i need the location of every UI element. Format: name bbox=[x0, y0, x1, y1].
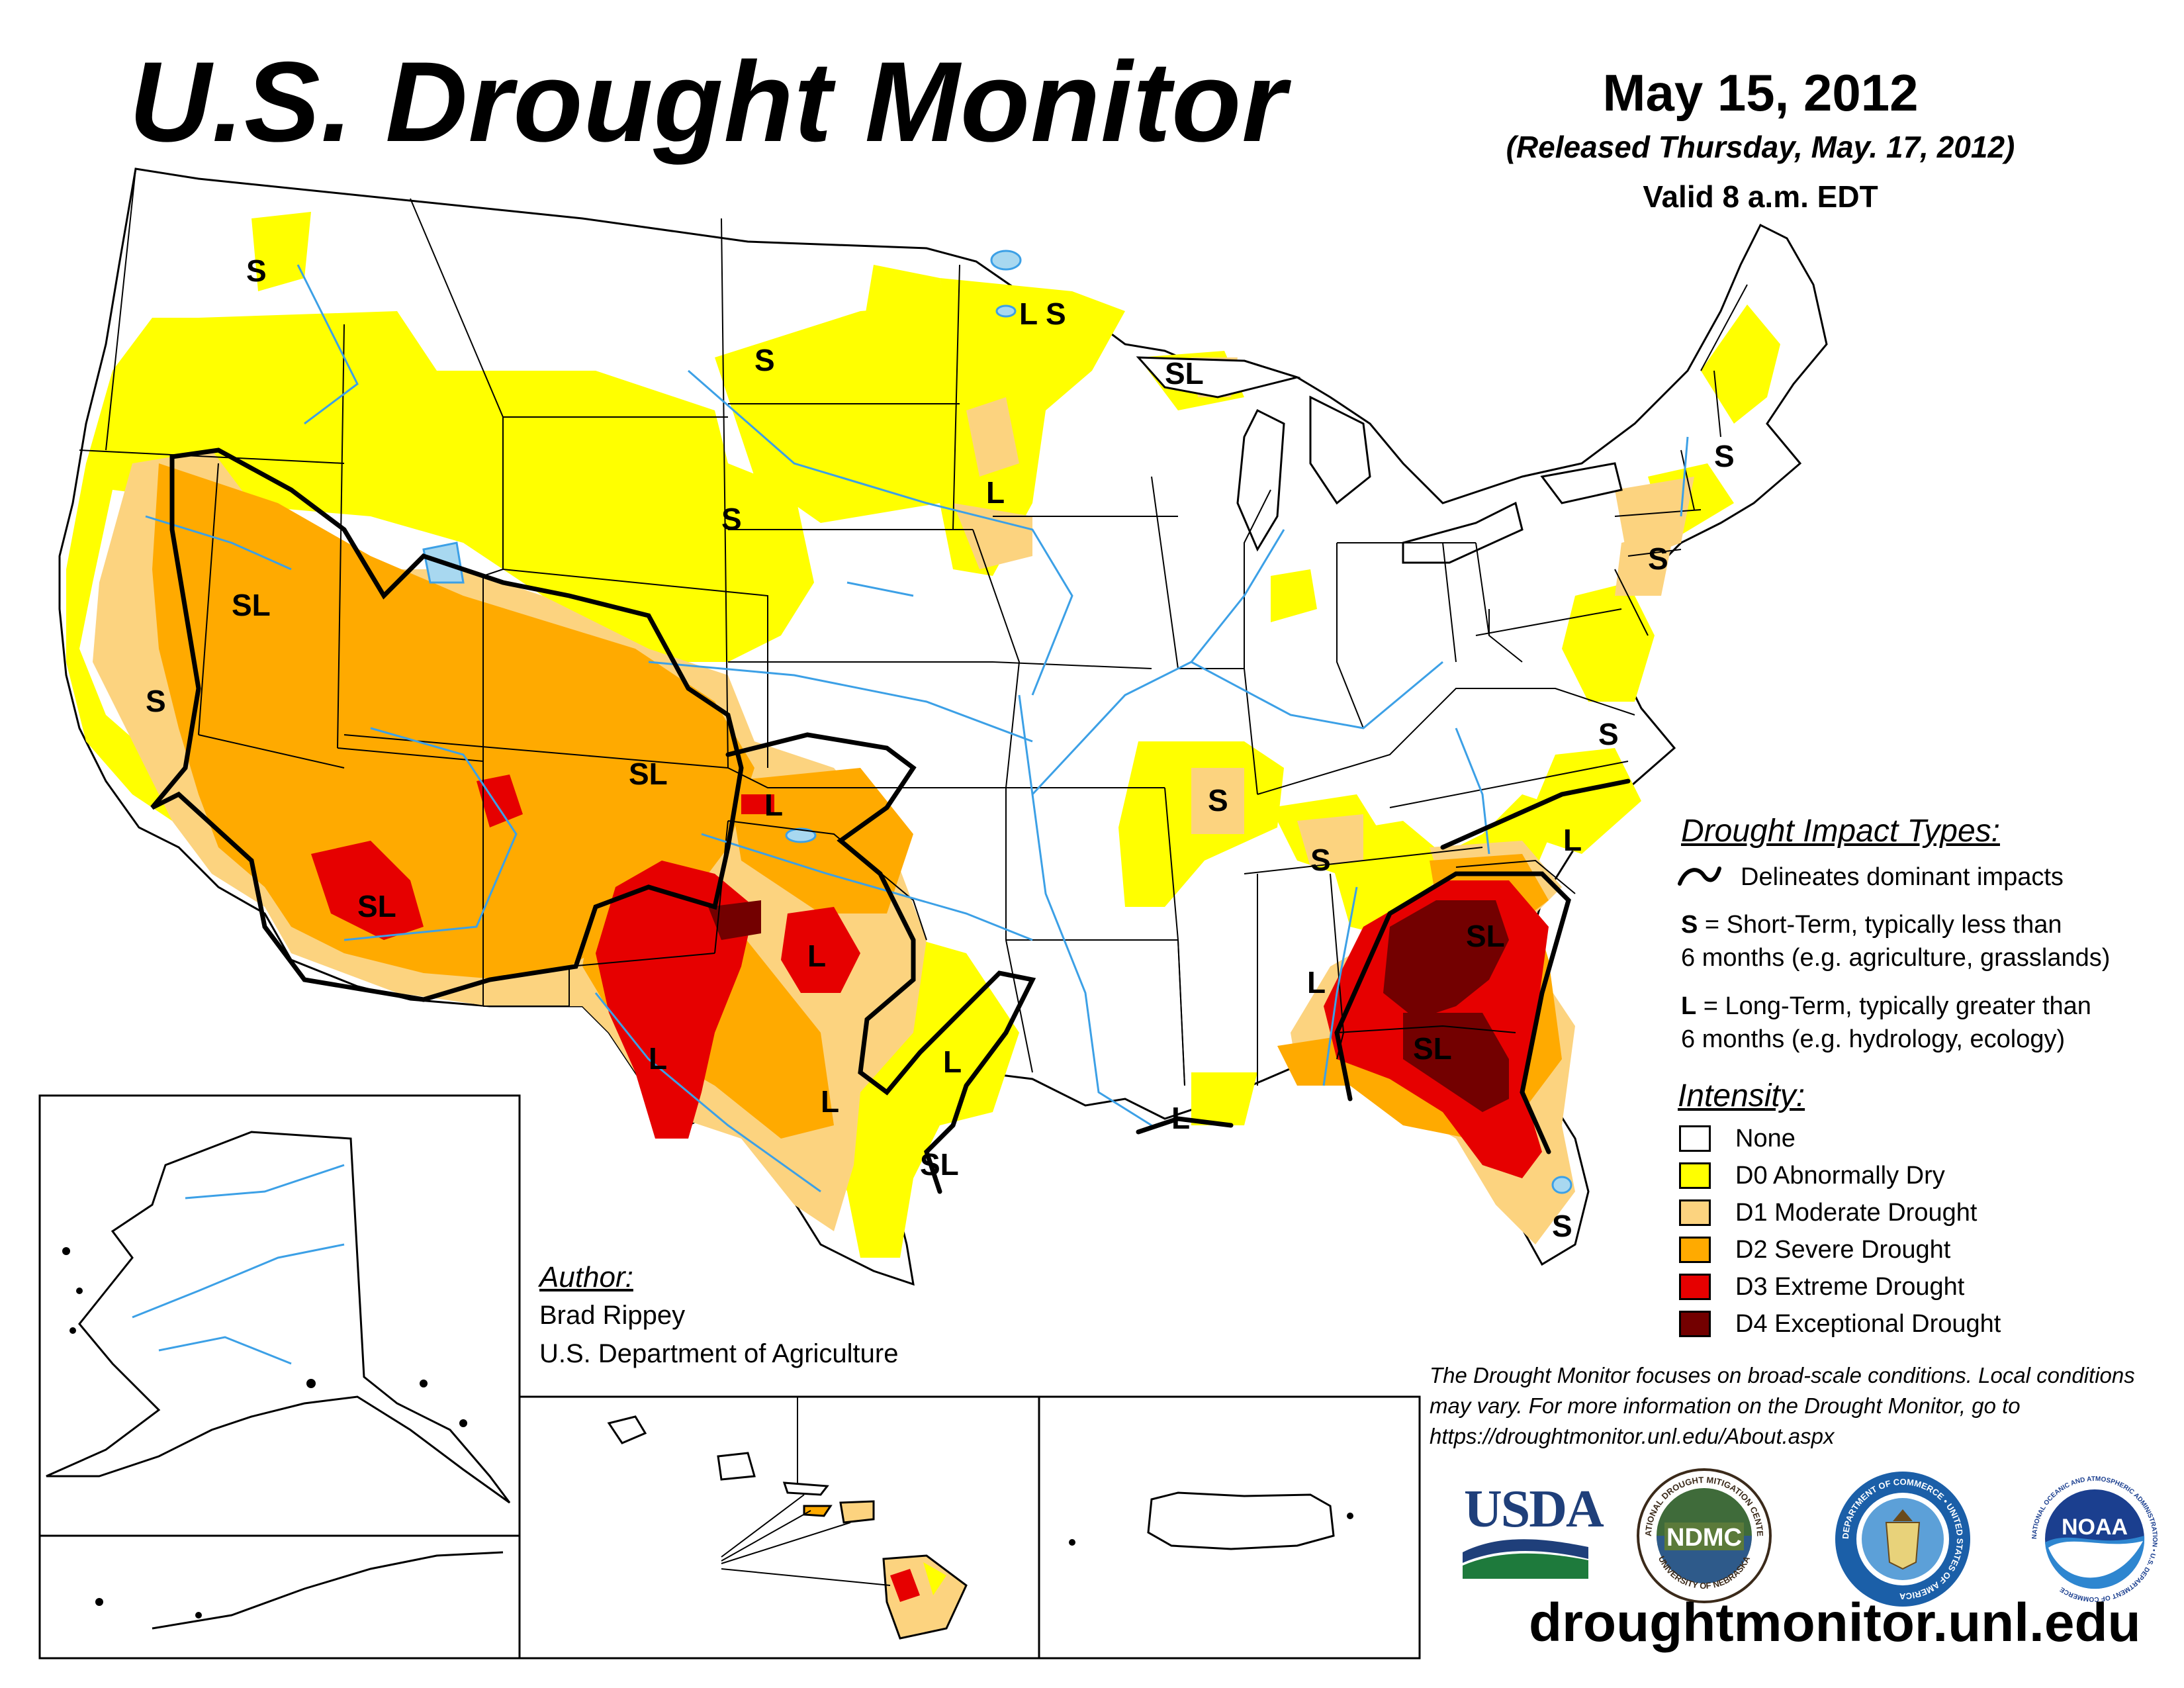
intensity-item-d0: D0 Abnormally Dry bbox=[1679, 1159, 2076, 1192]
delineates-text: Delineates dominant impacts bbox=[1741, 863, 2064, 891]
intensity-label: D3 Extreme Drought bbox=[1735, 1273, 1965, 1301]
map-label: SL bbox=[232, 588, 271, 622]
usda-logo-text: USDA bbox=[1464, 1480, 1604, 1538]
intensity-item-d3: D3 Extreme Drought bbox=[1679, 1270, 2076, 1303]
short-term-desc: = Short-Term, typically less than bbox=[1698, 911, 2062, 939]
map-label: S bbox=[1648, 541, 1668, 576]
long-term-line-2: 6 months (e.g. hydrology, ecology) bbox=[1681, 1025, 2066, 1053]
map-label: SL bbox=[629, 757, 668, 791]
swatch-d1 bbox=[1679, 1199, 1711, 1226]
map-label: L bbox=[986, 475, 1005, 510]
puerto-rico-inset bbox=[1038, 1395, 1421, 1660]
map-label: S bbox=[721, 502, 742, 536]
short-term-line-2: 6 months (e.g. agriculture, grasslands) bbox=[1681, 944, 2111, 972]
map-label: L bbox=[807, 939, 826, 973]
map-label: SL bbox=[1466, 919, 1505, 953]
map-label: S bbox=[1046, 297, 1066, 331]
map-label: L bbox=[764, 788, 783, 822]
swatch-d2 bbox=[1679, 1237, 1711, 1263]
small-lakes bbox=[422, 250, 1572, 1194]
author-heading: Author: bbox=[539, 1261, 633, 1293]
map-label: L bbox=[649, 1041, 667, 1076]
impact-lines bbox=[150, 447, 1631, 1194]
intensity-item-d2: D2 Severe Drought bbox=[1679, 1233, 2076, 1266]
long-term-code: L bbox=[1681, 992, 1697, 1020]
intensity-heading: Intensity: bbox=[1678, 1078, 1805, 1113]
lakes bbox=[1136, 356, 1623, 564]
delineation-sample-line bbox=[1678, 867, 1721, 886]
map-label: S bbox=[1310, 843, 1331, 877]
map-label: L bbox=[1019, 297, 1038, 331]
noaa-logo-text: NOAA bbox=[2062, 1515, 2128, 1540]
intensity-item-d4: D4 Exceptional Drought bbox=[1679, 1307, 2076, 1340]
author-name: Brad Rippey bbox=[539, 1301, 686, 1330]
intensity-label: D1 Moderate Drought bbox=[1735, 1199, 1978, 1227]
state-borders bbox=[79, 168, 1748, 1086]
map-label: S bbox=[1598, 717, 1619, 751]
map-label: L bbox=[943, 1045, 962, 1079]
map-label: SL bbox=[357, 889, 396, 923]
map-label: SL bbox=[1413, 1031, 1452, 1066]
ndmc-logo-text: NDMC bbox=[1666, 1524, 1742, 1552]
short-term-code: S bbox=[1681, 911, 1698, 939]
intensity-label: D0 Abnormally Dry bbox=[1735, 1162, 1945, 1190]
map-label: L bbox=[1563, 823, 1582, 857]
release-date: (Released Thursday, May. 17, 2012) bbox=[1506, 130, 2015, 164]
swatch-d3 bbox=[1679, 1274, 1711, 1300]
impact-types-heading: Drought Impact Types: bbox=[1681, 814, 2000, 849]
commerce-logo-graphic: DEPARTMENT OF COMMERCE • UNITED STATES O… bbox=[1835, 1472, 1970, 1607]
alaska-inset bbox=[38, 1094, 521, 1660]
valid-time: Valid 8 a.m. EDT bbox=[1643, 179, 1878, 214]
map-label: S bbox=[146, 684, 166, 718]
swatch-d0 bbox=[1679, 1162, 1711, 1189]
long-term-line-1: L = Long-Term, typically greater than bbox=[1681, 990, 2091, 1023]
page-title: U.S. Drought Monitor bbox=[129, 38, 1287, 165]
intensity-label: None bbox=[1735, 1125, 1796, 1152]
map-label: L bbox=[1171, 1101, 1190, 1135]
map-label: S bbox=[1714, 439, 1735, 473]
long-term-desc: = Long-Term, typically greater than bbox=[1696, 992, 2091, 1020]
short-term-line-1: S = Short-Term, typically less than bbox=[1681, 908, 2062, 941]
website-url[interactable]: droughtmonitor.unl.edu bbox=[1529, 1593, 2141, 1653]
hawaii-inset bbox=[518, 1395, 1040, 1660]
intensity-item-d1: D1 Moderate Drought bbox=[1679, 1196, 2076, 1229]
map-label: L bbox=[821, 1084, 839, 1119]
intensity-label: D4 Exceptional Drought bbox=[1735, 1310, 2001, 1338]
ndmc-logo: NDMC NATIONAL DROUGHT MITIGATION CENTER … bbox=[1631, 1458, 1774, 1605]
map-label: S bbox=[1552, 1209, 1572, 1243]
map-label: S bbox=[246, 254, 267, 288]
puerto-rico-outline bbox=[1147, 1491, 1335, 1550]
swatch-d4 bbox=[1679, 1311, 1711, 1337]
map-label: SL bbox=[1165, 356, 1204, 391]
map-label: S bbox=[754, 343, 775, 377]
commerce-logo: DEPARTMENT OF COMMERCE • UNITED STATES O… bbox=[1833, 1470, 1972, 1609]
conus-map: S S S S SL S SL L L S SL L SL L L L L SL… bbox=[58, 167, 1828, 1599]
intensity-item-none: None bbox=[1679, 1122, 2076, 1155]
map-label: SL bbox=[920, 1147, 959, 1182]
map-label: L bbox=[1307, 965, 1326, 1000]
ndmc-logo-graphic: NDMC NATIONAL DROUGHT MITIGATION CENTER … bbox=[1631, 1458, 1772, 1603]
usda-logo: USDA bbox=[1456, 1479, 1604, 1579]
noaa-logo: NOAA NATIONAL OCEANIC AND ATMOSPHERIC AD… bbox=[2025, 1470, 2164, 1609]
swatch-none bbox=[1679, 1125, 1711, 1152]
intensity-label: D2 Severe Drought bbox=[1735, 1236, 1951, 1264]
usda-logo-swoosh bbox=[1463, 1539, 1588, 1579]
alaska-outline bbox=[46, 1131, 511, 1504]
map-label: S bbox=[1208, 783, 1228, 818]
map-date: May 15, 2012 bbox=[1602, 64, 1919, 122]
d4-areas bbox=[708, 900, 1509, 1112]
disclaimer-text: The Drought Monitor focuses on broad-sca… bbox=[1430, 1363, 2135, 1448]
author-org: U.S. Department of Agriculture bbox=[539, 1339, 899, 1368]
noaa-logo-graphic: NOAA NATIONAL OCEANIC AND ATMOSPHERIC AD… bbox=[2027, 1472, 2162, 1607]
rivers bbox=[145, 264, 1689, 1193]
